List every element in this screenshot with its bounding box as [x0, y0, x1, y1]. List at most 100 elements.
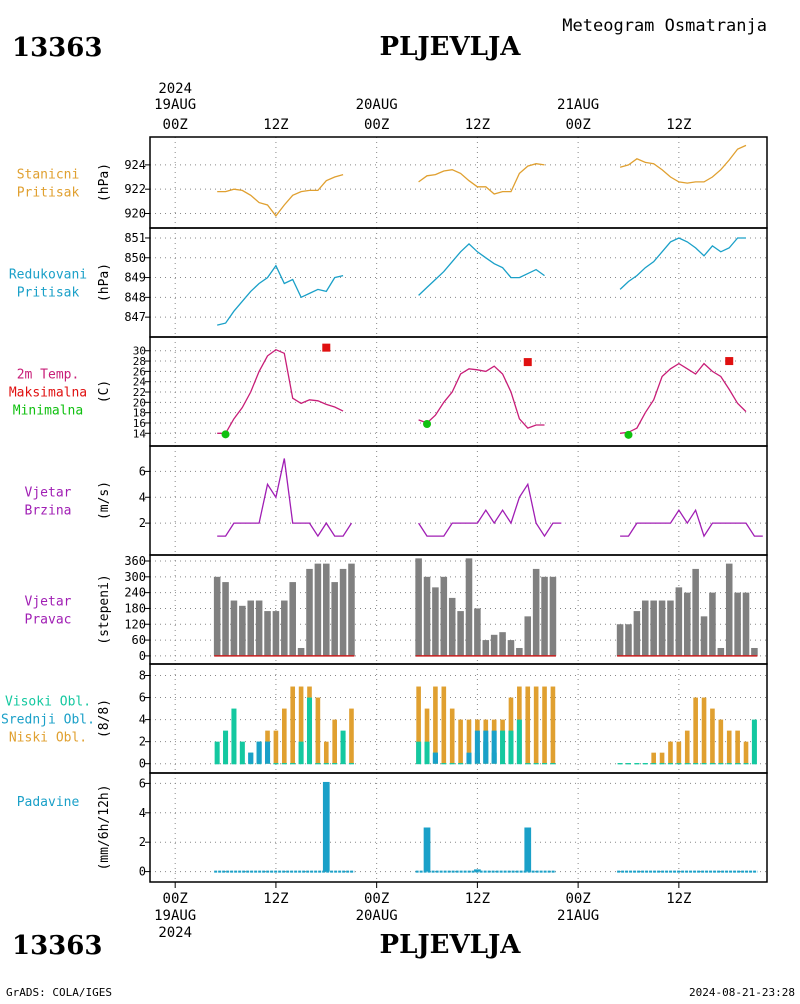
bar-winddir [289, 582, 296, 656]
y-tick-label-winddir: 180 [124, 601, 146, 615]
cloud-bar-srednji-obl- [483, 730, 489, 764]
cloud-bar-visoki-obl- [306, 697, 313, 764]
cloud-bar-visoki-obl- [223, 730, 229, 764]
cloud-bar-niski-obl- [525, 686, 531, 764]
y-tick-label-precip: 0 [139, 865, 146, 879]
bar-precip [474, 869, 481, 872]
top-hour-label: 12Z [465, 117, 490, 133]
y-tick-label-clouds: 6 [139, 691, 146, 705]
series-line-pressure [217, 173, 344, 217]
cloud-bar-niski-obl- [718, 719, 724, 764]
series-line-temperature [620, 362, 747, 434]
y-tick-label-redpressure: 849 [124, 271, 146, 285]
bottom-hour-label: 00Z [565, 891, 590, 907]
bar-winddir [658, 600, 666, 656]
station-name-bottom: PLJEVLJA [380, 930, 522, 960]
bar-winddir [440, 576, 448, 656]
bar-winddir [683, 592, 691, 656]
y-tick-label-windspeed: 4 [139, 490, 146, 504]
y-tick-label-pressure: 924 [124, 158, 146, 172]
min-temp-marker [221, 430, 230, 439]
bar-winddir [532, 568, 540, 656]
y-tick-label-temperature: 30 [133, 345, 146, 358]
cloud-bar-niski-obl- [550, 686, 556, 764]
cloud-bar-niski-obl- [684, 730, 690, 764]
y-tick-label-precip: 2 [139, 835, 146, 849]
bar-winddir [323, 563, 330, 656]
panel-frame-precip [149, 772, 768, 883]
panel-label-windspeed: Vjetar [25, 486, 72, 501]
bar-winddir [415, 558, 422, 656]
bar-winddir [633, 611, 641, 656]
cloud-bar-niski-obl- [458, 719, 463, 764]
y-tick-label-temperature: 14 [133, 427, 147, 440]
y-tick-label-temperature: 20 [133, 396, 146, 409]
panel-label-temperature: Maksimalna [9, 386, 87, 401]
unit-label-pressure: (hPa) [97, 163, 112, 202]
y-tick-label-redpressure: 851 [124, 231, 146, 245]
series-line-temperature [217, 348, 344, 434]
panel-label-clouds: Srednji Obl. [1, 713, 95, 728]
bar-winddir [549, 576, 557, 656]
cloud-bar-niski-obl- [332, 719, 337, 764]
bar-winddir [717, 647, 725, 656]
unit-label-redpressure: (hPa) [97, 263, 112, 302]
bar-winddir [314, 563, 322, 656]
station-id-top: 13363 [12, 33, 102, 63]
bar-winddir [625, 624, 632, 656]
y-tick-label-pressure: 922 [124, 182, 146, 196]
cloud-bar-niski-obl- [282, 708, 287, 764]
min-temp-marker [423, 420, 432, 429]
bottom-hour-label: 00Z [364, 891, 389, 907]
cloud-bar-visoki-obl- [298, 741, 304, 764]
cloud-bar-visoki-obl- [231, 708, 237, 764]
bar-winddir [331, 582, 338, 656]
bar-winddir [650, 600, 657, 656]
y-tick-label-temperature: 16 [133, 417, 146, 430]
top-hour-label: 12Z [666, 117, 691, 133]
y-tick-label-temperature: 18 [133, 407, 146, 420]
bottom-hour-label: 00Z [163, 891, 188, 907]
bar-winddir [474, 608, 481, 656]
max-temp-marker [322, 343, 331, 352]
bar-winddir [230, 600, 238, 656]
cloud-bar-srednji-obl- [491, 730, 497, 764]
cloud-bar-visoki-obl- [340, 730, 346, 764]
y-tick-label-temperature: 24 [133, 376, 147, 389]
cloud-bar-srednji-obl- [265, 741, 271, 764]
cloud-bar-niski-obl- [693, 697, 698, 764]
bar-winddir [306, 568, 313, 656]
bar-winddir [734, 592, 741, 656]
y-tick-label-pressure: 920 [124, 206, 146, 220]
cloud-bar-visoki-obl- [508, 730, 514, 764]
y-tick-label-windspeed: 6 [139, 464, 146, 478]
cloud-bar-niski-obl- [542, 686, 547, 764]
panel-frame-temperature [149, 336, 768, 447]
bar-winddir [700, 616, 708, 656]
bar-winddir [247, 600, 255, 656]
cloud-bar-visoki-obl- [424, 741, 430, 764]
cloud-bar-srednji-obl- [432, 752, 438, 764]
panel-label-redpressure: Redukovani [9, 268, 87, 283]
cloud-bar-niski-obl- [424, 708, 430, 764]
bar-winddir [457, 611, 464, 656]
panel-frame-redpressure [149, 227, 768, 338]
cloud-bar-niski-obl- [659, 752, 665, 764]
series-line-pressure [418, 163, 545, 195]
y-tick-label-temperature: 22 [133, 386, 146, 399]
top-hour-label: 00Z [163, 117, 188, 133]
y-tick-label-clouds: 8 [139, 669, 146, 683]
bar-precip [322, 781, 330, 872]
cloud-bar-visoki-obl- [214, 741, 220, 764]
y-tick-label-temperature: 26 [133, 365, 146, 378]
bar-winddir [742, 592, 750, 656]
panel-label-winddir: Vjetar [25, 595, 72, 610]
cloud-bar-niski-obl- [416, 686, 421, 764]
cloud-bar-srednji-obl- [474, 730, 480, 764]
top-date-label: 21AUG [557, 97, 599, 113]
credit-label: GrADS: COLA/IGES [6, 986, 112, 999]
cloud-bar-niski-obl- [726, 730, 732, 764]
series-line-pressure [619, 144, 747, 184]
